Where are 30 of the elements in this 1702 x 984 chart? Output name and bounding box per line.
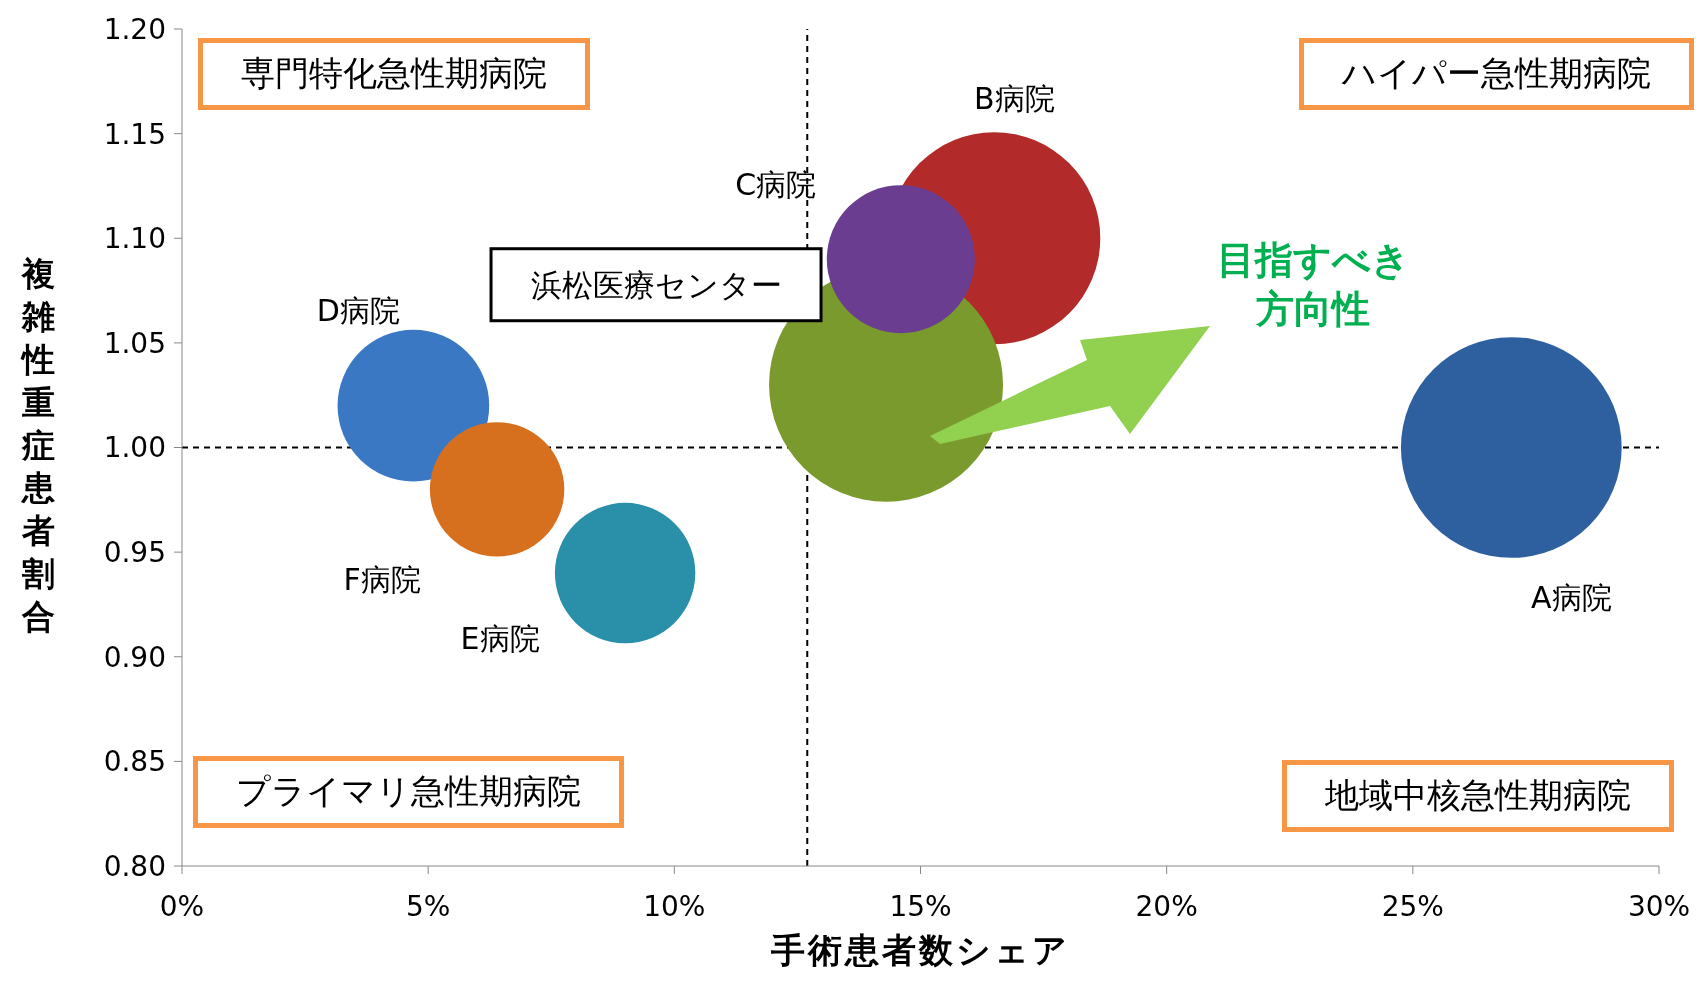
x-tick-label: 25% <box>1381 889 1444 923</box>
y-tick-label: 0.90 <box>103 640 166 674</box>
text-frame: ハイパー急性期病院 <box>1299 38 1694 110</box>
series-label: F病院 <box>343 561 421 597</box>
x-tick-label: 15% <box>889 889 952 923</box>
annotation: 目指すべき方向性 <box>1215 237 1411 334</box>
series-label: E病院 <box>460 620 540 656</box>
y-tick-label: 0.95 <box>103 536 166 570</box>
series-label: C病院 <box>735 166 817 202</box>
text-frame: プライマリ急性期病院 <box>193 756 624 828</box>
y-tick-label: 1.00 <box>103 431 166 465</box>
y-tick-label: 1.15 <box>103 117 166 151</box>
text-frame: 専門特化急性期病院 <box>198 38 590 110</box>
y-tick-label: 1.05 <box>103 326 166 360</box>
series-label: D病院 <box>316 293 400 329</box>
series-label: 浜松医療センター <box>530 266 782 303</box>
x-tick-label: 5% <box>405 889 451 923</box>
series-label: B病院 <box>974 80 1055 116</box>
series-label: A病院 <box>1531 580 1612 615</box>
x-tick-label: 30% <box>1627 889 1691 923</box>
x-tick-label: 10% <box>643 889 706 923</box>
x-axis-title: 手術患者数シェア <box>770 929 1071 972</box>
y-tick-label: 0.80 <box>103 849 166 883</box>
text-frame: 地域中核急性期病院 <box>1282 760 1674 832</box>
text: 複雑性重症患者割合 <box>21 254 55 637</box>
x-tick-label: 20% <box>1135 889 1198 923</box>
x-tick-label: 0% <box>159 889 205 923</box>
y-tick-label: 0.85 <box>103 745 166 779</box>
y-tick-label: 1.20 <box>103 12 166 46</box>
y-tick-label: 1.10 <box>103 222 166 256</box>
